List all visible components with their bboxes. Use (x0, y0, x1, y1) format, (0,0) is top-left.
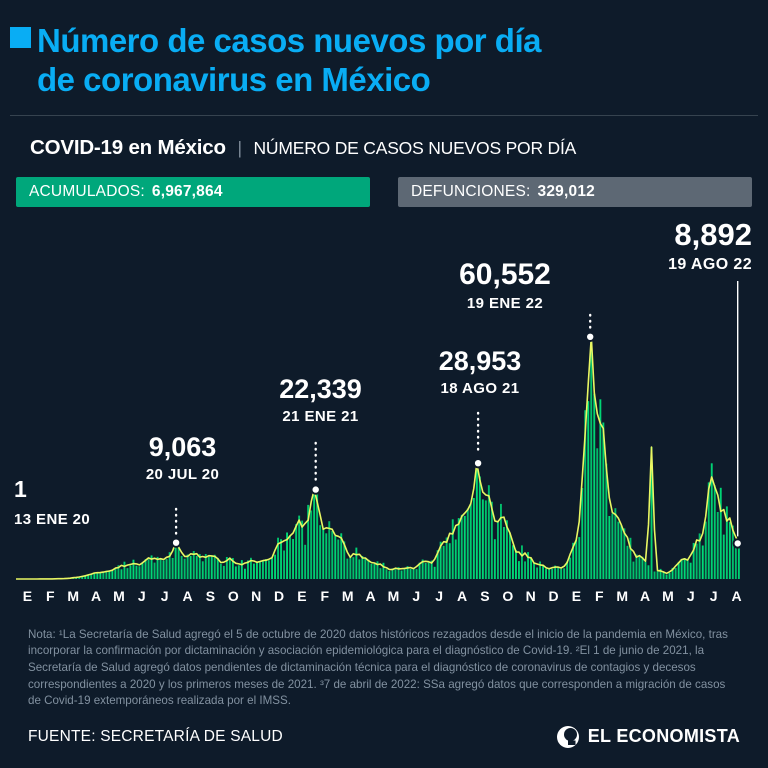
svg-text:J: J (138, 588, 146, 604)
svg-text:J: J (161, 588, 169, 604)
svg-text:O: O (228, 588, 239, 604)
deaths-badge: DEFUNCIONES: 329,012 (398, 176, 752, 207)
annotation-wave3-peak: 28,953 18 AGO 21 (400, 345, 560, 398)
deaths-label: DEFUNCIONES: (411, 182, 531, 200)
annotation-wave4-peak: 60,552 19 ENE 22 (415, 259, 595, 313)
source-text: FUENTE: SECRETARÍA DE SALUD (28, 727, 283, 745)
annotation-wave2-peak: 22,339 21 ENE 21 (243, 373, 398, 426)
el-economista-logo-icon (556, 725, 579, 748)
svg-text:M: M (342, 588, 354, 604)
footnote: Nota: ¹La Secretaría de Salud agregó el … (28, 627, 728, 708)
annotation-wave1-peak: 9,063 20 JUL 20 (105, 431, 260, 484)
annotation-value: 1 (14, 475, 27, 502)
svg-text:M: M (616, 588, 628, 604)
stats-badges: ACUMULADOS: 6,967,864 DEFUNCIONES: 329,0… (16, 176, 752, 207)
publisher-name: EL ECONOMISTA (587, 726, 740, 747)
svg-text:M: M (662, 588, 674, 604)
chart-subtitle-rest: NÚMERO DE CASOS NUEVOS POR DÍA (253, 137, 577, 158)
svg-text:J: J (412, 588, 420, 604)
accumulated-badge: ACUMULADOS: 6,967,864 (16, 176, 370, 207)
annotation-value: 9,063 (148, 431, 217, 462)
svg-text:M: M (67, 588, 79, 604)
svg-text:F: F (46, 588, 55, 604)
publisher-brand: EL ECONOMISTA (556, 725, 740, 749)
page-title-line2: de coronavirus en México (37, 60, 431, 98)
svg-text:E: E (23, 588, 32, 604)
svg-text:M: M (113, 588, 125, 604)
svg-text:J: J (435, 588, 443, 604)
svg-text:S: S (480, 588, 489, 604)
svg-text:A: A (457, 588, 467, 604)
svg-text:A: A (732, 588, 742, 604)
svg-text:J: J (687, 588, 695, 604)
svg-text:S: S (206, 588, 215, 604)
header-divider (10, 114, 758, 116)
svg-text:A: A (366, 588, 376, 604)
svg-text:E: E (572, 588, 581, 604)
annotation-date: 19 AGO 22 (668, 256, 752, 274)
accent-square (10, 27, 31, 48)
deaths-value: 329,012 (537, 182, 595, 200)
annotation-date: 21 ENE 21 (282, 408, 359, 426)
annotation-first-case: 1 13 ENE 20 (14, 477, 90, 528)
chart-subtitle-separator: | (237, 137, 242, 158)
footer: FUENTE: SECRETARÍA DE SALUD EL ECONOMIST… (28, 725, 740, 749)
annotation-date: 19 ENE 22 (466, 295, 544, 313)
chart-subtitle-bold: COVID-19 en México (30, 135, 226, 159)
svg-text:F: F (595, 588, 604, 604)
annotation-date: 20 JUL 20 (145, 466, 220, 484)
annotation-value: 22,339 (279, 373, 362, 404)
svg-text:M: M (388, 588, 400, 604)
annotation-value: 28,953 (438, 345, 522, 376)
accumulated-label: ACUMULADOS: (29, 182, 145, 200)
svg-text:N: N (251, 588, 261, 604)
page-title: Número de casos nuevos por día de corona… (0, 0, 768, 100)
annotation-date: 18 AGO 21 (440, 380, 520, 398)
svg-text:N: N (526, 588, 536, 604)
svg-text:D: D (274, 588, 284, 604)
annotation-value: 60,552 (459, 257, 551, 291)
svg-text:D: D (549, 588, 559, 604)
chart-subtitle: COVID-19 en México | NÚMERO DE CASOS NUE… (30, 136, 752, 160)
page-title-line1: Número de casos nuevos por día (37, 22, 541, 59)
annotation-value: 8,892 (674, 216, 752, 252)
annotation-date: 13 ENE 20 (14, 511, 91, 529)
svg-text:F: F (321, 588, 330, 604)
svg-text:E: E (297, 588, 306, 604)
annotation-latest-value: 8,892 19 AGO 22 (668, 216, 752, 275)
svg-text:A: A (183, 588, 193, 604)
svg-text:A: A (640, 588, 650, 604)
svg-text:O: O (502, 588, 513, 604)
svg-text:A: A (91, 588, 101, 604)
accumulated-value: 6,967,864 (151, 182, 223, 200)
svg-text:J: J (710, 588, 718, 604)
